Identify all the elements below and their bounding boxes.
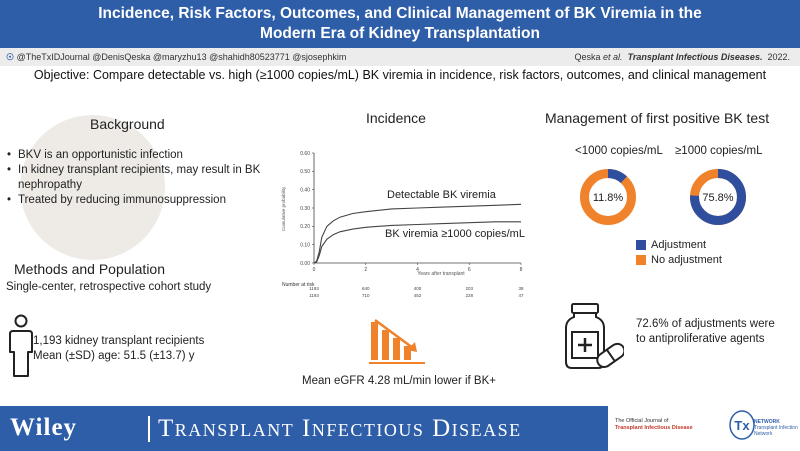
x-tick-label: 6	[468, 267, 471, 273]
tx-network-label: NETWORK Transplant Infection Network	[754, 419, 800, 437]
donut-label-high: ≥1000 copies/mL	[675, 145, 763, 157]
y-tick-label: 0.60	[300, 151, 310, 157]
background-item: Treated by reducing immunosuppression	[6, 193, 266, 208]
management-heading: Management of first positive BK test	[545, 110, 770, 126]
objective-statement: Objective: Compare detectable vs. high (…	[33, 68, 767, 82]
medication-icon	[560, 302, 626, 379]
citation-year: 2022.	[767, 52, 790, 62]
citation-authors: Qeska	[574, 52, 604, 62]
y-tick-label: 0.30	[300, 206, 310, 212]
x-tick-label: 8	[520, 267, 523, 273]
page-title-line-2: Modern Era of Kidney Transplantation	[260, 25, 540, 42]
citation: Qeska et al. Transplant Infectious Disea…	[575, 48, 790, 66]
official-journal-note: The Official Journal of Transplant Infec…	[615, 418, 693, 432]
footer-divider	[148, 416, 150, 442]
legend-swatch-adjustment	[636, 240, 646, 250]
adjustments-finding: 72.6% of adjustments were to antiprolife…	[636, 317, 775, 347]
page-title-line-1: Incidence, Risk Factors, Outcomes, and C…	[98, 5, 702, 22]
title-banner: Incidence, Risk Factors, Outcomes, and C…	[0, 0, 800, 48]
methods-description: Single-center, retrospective cohort stud…	[6, 281, 212, 293]
number-at-risk-label: Number at risk	[282, 282, 315, 288]
background-item: In kidney transplant recipients, may res…	[6, 163, 266, 192]
number-at-risk-cell: 452	[414, 293, 422, 298]
number-at-risk-cell: 400	[414, 286, 422, 291]
official-journal-line-1: The Official Journal of	[615, 418, 669, 424]
y-axis-label: Cumulative probability	[281, 186, 286, 231]
social-citation-bar: ☉ @TheTxIDJournal @DenisQeska @maryzhu13…	[0, 48, 800, 66]
society-logos-panel: The Official Journal of Transplant Infec…	[608, 406, 800, 451]
official-journal-line-2: Transplant Infectious Disease	[615, 425, 693, 431]
donut-center-value: 75.8%	[702, 192, 733, 204]
donut-chart-high: 75.8%	[690, 169, 746, 225]
x-axis-label: Years after transplant	[417, 271, 465, 277]
twitter-icon: ☉	[6, 52, 15, 62]
y-tick-label: 0.50	[300, 169, 310, 175]
adjustments-finding-line-2: to antiproliferative agents	[636, 333, 765, 345]
citation-journal: Transplant Infectious Diseases.	[627, 52, 763, 62]
donut-label-low: <1000 copies/mL	[575, 145, 663, 157]
population-stats: 1,193 kidney transplant recipients Mean …	[33, 334, 204, 364]
donut-center-value: 11.8%	[593, 192, 624, 204]
person-icon	[8, 314, 34, 383]
number-at-risk-cell: 710	[362, 293, 370, 298]
y-tick-label: 0.10	[300, 242, 310, 248]
legend-label-no-adjustment: No adjustment	[651, 254, 722, 266]
number-at-risk-cell: 203	[465, 286, 473, 291]
journal-name: Transplant Infectious Disease	[158, 415, 522, 442]
background-item: BKV is an opportunistic infection	[6, 148, 266, 163]
series-line-high	[313, 221, 521, 264]
background-heading: Background	[90, 116, 165, 132]
y-tick-label: 0.40	[300, 187, 310, 193]
x-tick-label: 2	[364, 267, 367, 273]
number-at-risk-cell: 1193	[309, 293, 319, 298]
number-at-risk-cell: 640	[362, 286, 370, 291]
social-handles-text: @TheTxIDJournal @DenisQeska @maryzhu13 @…	[16, 52, 347, 62]
adjustments-finding-line-1: 72.6% of adjustments were	[636, 318, 775, 330]
number-at-risk-cell: 38	[518, 286, 524, 291]
number-at-risk-table: 1193 640 400 203 38 1193 710 452 228 47	[309, 286, 524, 298]
stat-recipients: 1,193 kidney transplant recipients	[33, 335, 205, 347]
stat-age: Mean (±SD) age: 51.5 (±13.7) y	[33, 350, 195, 362]
donut-adjustment-arc	[690, 169, 746, 225]
tx-logo-text: Tx	[734, 418, 750, 433]
declining-bar-chart-icon	[369, 318, 427, 373]
number-at-risk-cell: 47	[518, 293, 524, 298]
x-tick-label: 0	[313, 267, 316, 273]
citation-etal: et al.	[603, 52, 623, 62]
series-line-detectable	[313, 203, 522, 264]
series-label-high: BK viremia ≥1000 copies/mL	[385, 228, 525, 240]
publisher-logo: Wiley	[10, 414, 78, 441]
incidence-heading: Incidence	[366, 110, 426, 126]
y-tick-label: 0.20	[300, 224, 310, 230]
series-lines	[313, 203, 522, 264]
methods-heading: Methods and Population	[14, 261, 165, 277]
cumulative-incidence-chart: 0.00 0.10 0.20 0.30 0.40 0.50 0.60 0 2 4 6 8 Cumul…	[281, 151, 525, 298]
number-at-risk-cell: 228	[465, 293, 473, 298]
footer-banner: Wiley Transplant Infectious Disease The …	[0, 406, 800, 451]
social-handles: ☉ @TheTxIDJournal @DenisQeska @maryzhu13…	[6, 48, 346, 66]
series-label-detectable: Detectable BK viremia	[387, 189, 497, 201]
background-list: BKV is an opportunistic infection In kid…	[6, 148, 266, 208]
donut-adjustment-arc	[580, 169, 636, 225]
legend-label-adjustment: Adjustment	[651, 239, 707, 251]
tx-network-title: NETWORK	[754, 419, 780, 425]
number-at-risk-cell: 1193	[309, 286, 319, 291]
egfr-finding: Mean eGFR 4.28 mL/min lower if BK+	[302, 375, 496, 387]
legend-swatch-no-adjustment	[636, 255, 646, 265]
y-tick-label: 0.00	[300, 261, 310, 267]
tx-network-subtitle: Transplant Infection Network	[754, 425, 798, 437]
x-tick-label: 4	[416, 267, 419, 273]
tx-network-logo-icon: Tx	[729, 410, 755, 440]
y-axis-ticks: 0.00 0.10 0.20 0.30 0.40 0.50 0.60	[300, 151, 314, 267]
donut-chart-low: 11.8%	[580, 169, 636, 225]
